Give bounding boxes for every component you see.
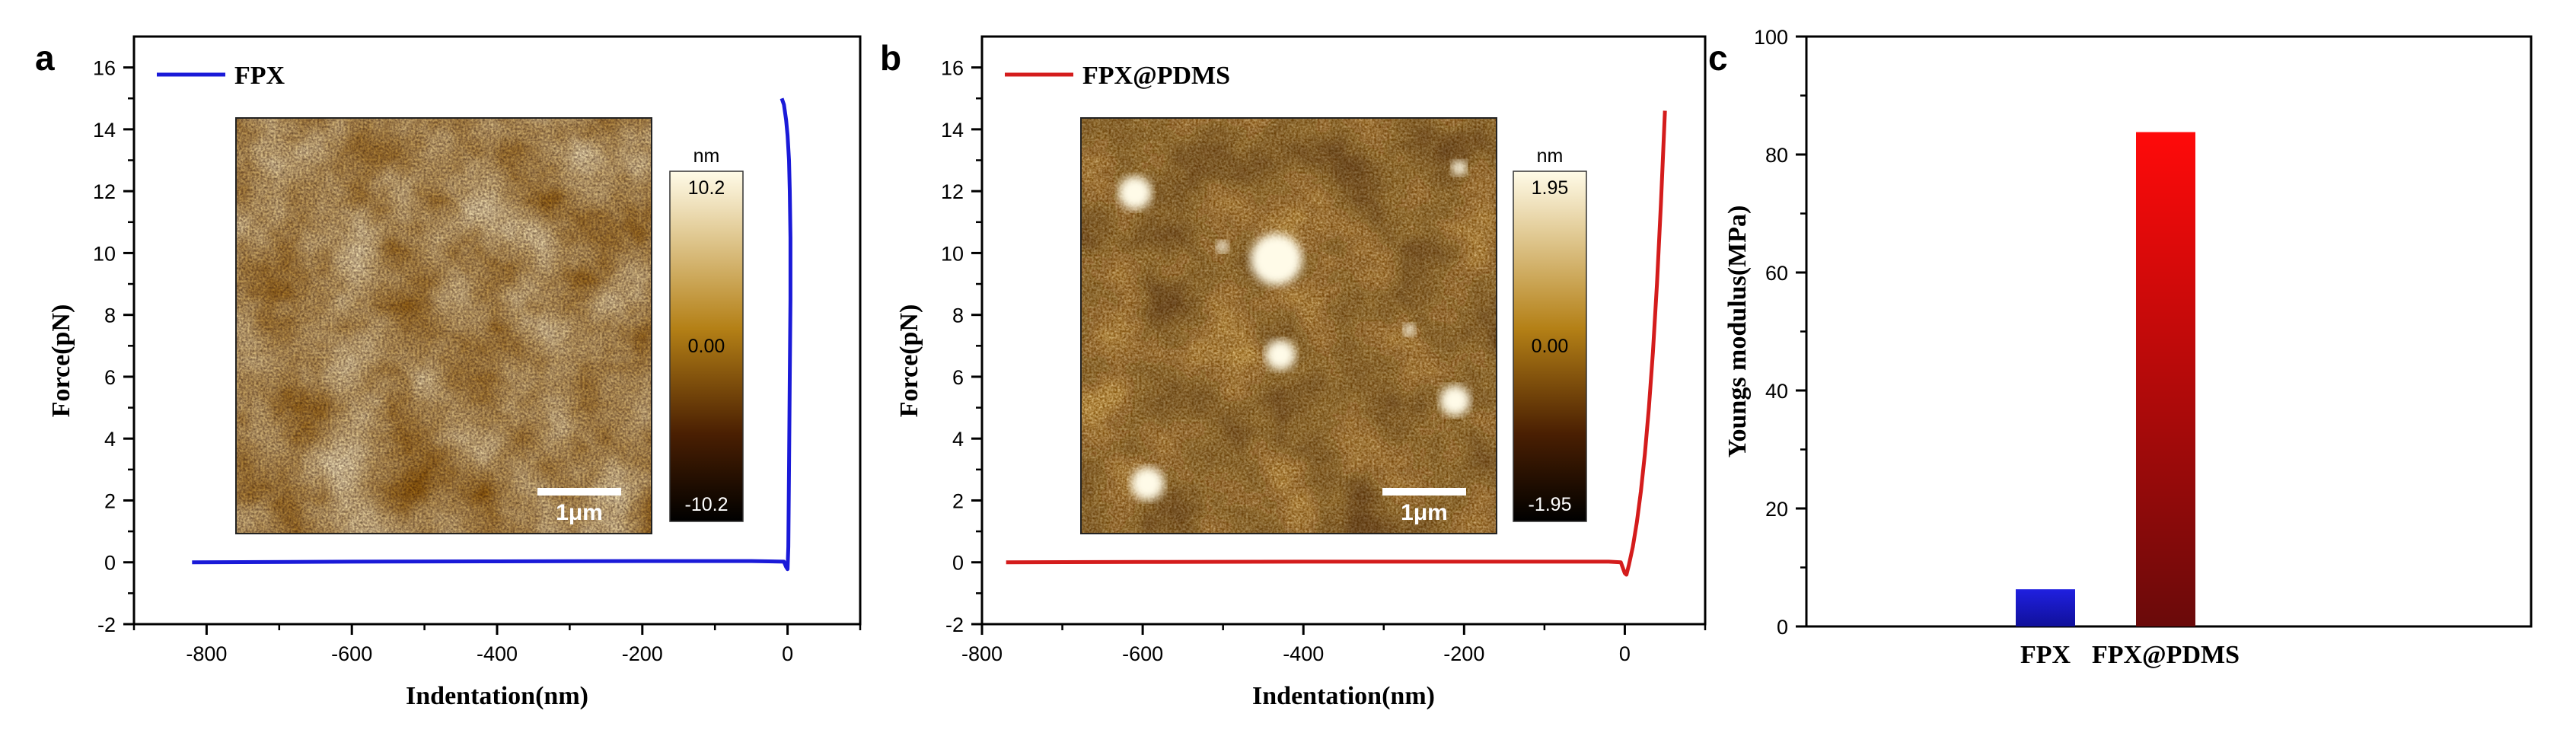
y-tick-label: 8 [104,304,116,327]
series-line-fpx-pdms [1006,110,1667,577]
afm-particle [1439,385,1471,416]
colorbar-max-label: 1.95 [1532,177,1569,199]
chart-panel-a: -800 -600 -400 -200 0 -2 0 2 4 6 8 10 12 14 16 Indentat… [47,35,862,710]
scale-bar-label: 1μm [1401,500,1448,525]
y-tick-label: 0 [1777,616,1788,639]
y-tick-label: 12 [941,180,964,203]
colorbar-unit: nm [693,145,720,167]
y-tick-label: 20 [1765,498,1788,521]
y-tick-label: 16 [941,57,964,80]
y-axis-label: Youngs modulus(MPa) [1723,206,1752,458]
y-axis-label: Force(pN) [895,304,923,418]
x-tick-label: 0 [782,642,793,665]
afm-particle [1216,241,1229,253]
bar-fpx [2016,589,2075,626]
colorbar-mid-label: 0.00 [688,336,725,357]
scale-bar [537,488,621,496]
x-axis-label: Indentation(nm) [1252,682,1435,710]
bar-fpx-pdms [2136,132,2195,627]
afm-particle [1265,339,1296,371]
chart-panel-c: 0 20 40 60 80 100 Youngs modulus(MPa) FPX FPX@PD… [1723,26,2533,669]
y-tick-label: 12 [93,180,116,203]
colorbar [669,171,744,522]
afm-inset-image: 1μm [235,117,652,534]
panel-label-b: b [880,38,901,78]
y-tick-label: 10 [941,242,964,265]
plot-frame [980,35,1707,626]
x-category-label: FPX [2020,641,2071,669]
chart-panel-b: -800 -600 -400 -200 0 -2 0 2 4 6 8 10 12 14 16 Indentat… [895,35,1707,710]
y-tick-label: 6 [952,366,964,389]
afm-frame [1080,117,1497,534]
y-tick-label: 6 [104,366,116,389]
afm-particle [1130,467,1165,501]
colorbar-min-label: -10.2 [685,494,728,515]
x-tick-label: 0 [1619,642,1631,665]
panel-label-c: c [1708,38,1728,78]
colorbar [1513,171,1587,522]
y-tick-label: 16 [93,57,116,80]
y-tick-label: 2 [104,489,116,512]
y-tick-label: 4 [104,428,116,451]
x-tick-label: -600 [331,642,372,665]
x-tick-label: -800 [186,642,227,665]
afm-particle [1451,160,1467,176]
x-tick-label: -600 [1122,642,1163,665]
colorbar-mid-label: 0.00 [1532,336,1569,357]
x-tick-label: -800 [961,642,1003,665]
colorbar-max-label: 10.2 [688,177,725,199]
y-tick-label: -2 [945,613,964,636]
x-tick-label: -400 [477,642,518,665]
y-tick-label: 10 [93,242,116,265]
y-tick-label: 2 [952,489,964,512]
y-tick-label: -2 [97,613,116,636]
x-tick-label: -400 [1283,642,1324,665]
y-tick-label: 8 [952,304,964,327]
afm-particle [1250,233,1302,285]
y-tick-label: 14 [93,119,116,142]
series-line-fpx [192,97,792,572]
scale-bar-label: 1μm [556,500,603,525]
panel-label-a: a [35,38,55,78]
x-axis-label: Indentation(nm) [406,682,588,710]
scale-bar [1382,488,1466,496]
x-category-label: FPX@PDMS [2092,641,2240,669]
x-tick-label: -200 [1443,642,1484,665]
y-tick-label: 0 [104,552,116,575]
y-tick-label: 100 [1754,26,1788,49]
y-tick-label: 40 [1765,380,1788,403]
x-tick-label: -200 [622,642,663,665]
y-axis-label: Force(pN) [47,304,75,418]
y-tick-label: 14 [941,119,964,142]
afm-inset-image: 1μm [1080,117,1497,534]
y-tick-label: 4 [952,428,964,451]
legend-label: FPX [234,62,285,90]
y-tick-label: 60 [1765,262,1788,285]
y-tick-label: 0 [952,552,964,575]
afm-particle [1117,176,1152,210]
afm-shadows [236,118,652,534]
y-tick-label: 80 [1765,144,1788,167]
legend-label: FPX@PDMS [1082,62,1230,90]
colorbar-min-label: -1.95 [1529,494,1572,515]
afm-frame [235,117,652,534]
afm-particle [1403,323,1416,336]
colorbar-unit: nm [1537,145,1564,167]
